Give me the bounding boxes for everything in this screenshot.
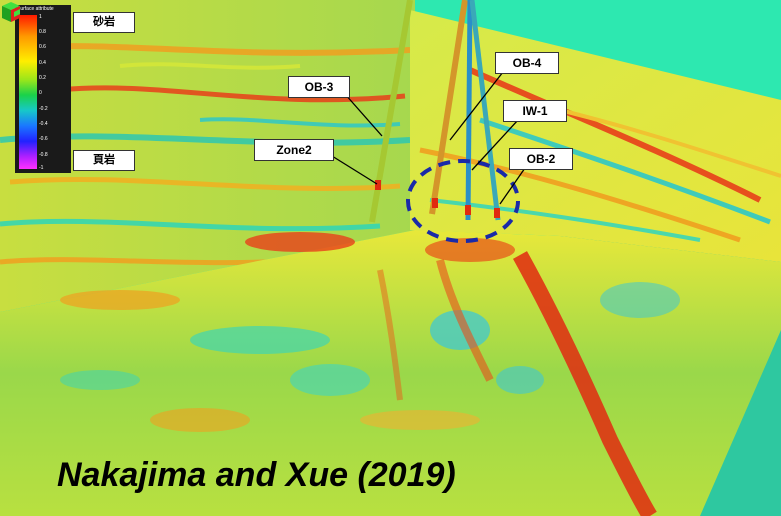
colorbar-tick: -0.6 — [39, 136, 48, 142]
colorbar-title: Surface attribute — [17, 6, 54, 12]
colorbar-tick: 0.4 — [39, 60, 46, 66]
label-iw1: IW-1 — [503, 100, 567, 122]
colorbar-tick: -0.4 — [39, 121, 48, 127]
leader-lines — [331, 71, 526, 205]
shale-label: 頁岩 — [73, 150, 135, 171]
highlight-circle — [406, 159, 520, 243]
label-zone2: Zone2 — [254, 139, 334, 161]
colorbar-tick: 1 — [39, 14, 42, 20]
label-ob4: OB-4 — [495, 52, 559, 74]
colorbar-tick: 0.6 — [39, 44, 46, 50]
wells — [369, 0, 501, 223]
label-ob2: OB-2 — [509, 148, 573, 170]
sandstone-label: 砂岩 — [73, 12, 135, 33]
label-ob3: OB-3 — [288, 76, 350, 98]
colorbar-tick: -0.8 — [39, 152, 48, 158]
colorbar-tick: 0.8 — [39, 29, 46, 35]
colorbar-tick: -1 — [39, 165, 44, 171]
citation-text: Nakajima and Xue (2019) — [57, 456, 456, 494]
colorbar: Surface attribute 1 0.8 0.6 0.4 0.2 0 -0… — [15, 5, 71, 173]
colorbar-tick: 0.2 — [39, 75, 46, 81]
right-section-bands — [419, 67, 781, 243]
colorbar-tick: -0.2 — [39, 106, 48, 112]
orientation-cube-icon[interactable] — [0, 0, 22, 24]
floor-features — [60, 232, 680, 516]
well-ob4 — [429, 0, 468, 215]
well-iw1 — [465, 0, 473, 221]
well-ob2 — [469, 0, 501, 221]
seismic-floor — [0, 230, 781, 516]
colorbar-tick: 0 — [39, 90, 42, 96]
colorbar-gradient — [19, 15, 37, 169]
